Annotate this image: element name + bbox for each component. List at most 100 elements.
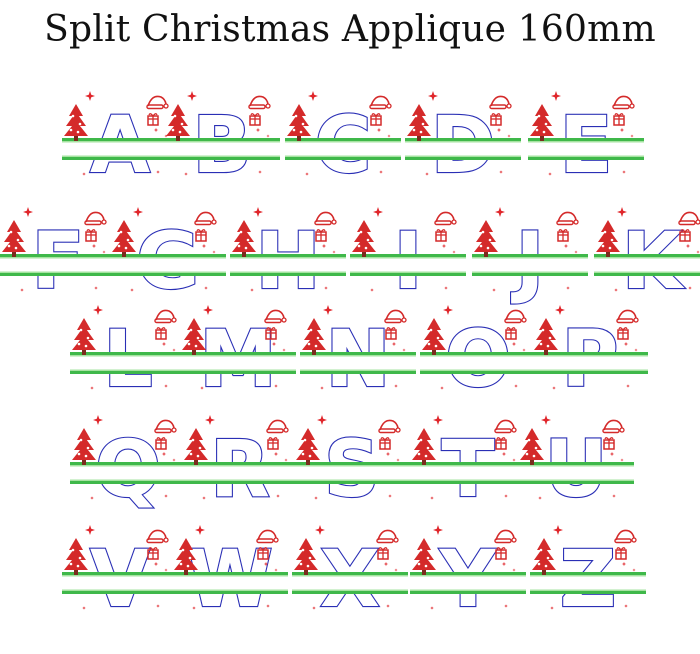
santa-hat-icon xyxy=(504,309,527,324)
star-sparkle-icon xyxy=(298,456,302,460)
split-bar-top xyxy=(350,254,466,257)
star-sparkle-icon xyxy=(172,348,176,352)
split-bar-bottom xyxy=(405,157,521,160)
star-sparkle-icon xyxy=(74,456,78,460)
star-sparkle-icon xyxy=(553,525,563,535)
star-sparkle-icon xyxy=(624,604,628,608)
santa-hat-icon xyxy=(84,211,107,226)
gift-icon xyxy=(495,547,507,560)
letter-tile-w: WW xyxy=(172,520,288,626)
letter-tile-x: XX xyxy=(292,520,408,626)
star-sparkle-icon xyxy=(630,134,634,138)
page-title: Split Christmas Applique 160mm xyxy=(44,9,656,50)
split-bar-bottom xyxy=(164,157,280,160)
split-bar-top xyxy=(472,254,588,257)
star-sparkle-icon xyxy=(192,606,196,610)
star-sparkle-icon xyxy=(685,243,691,249)
gift-icon xyxy=(370,113,382,126)
split-bar-bottom xyxy=(350,273,466,276)
christmas-tree-icon xyxy=(412,428,436,465)
split-bar-bottom xyxy=(472,273,588,276)
split-bar-top xyxy=(300,352,416,355)
star-sparkle-icon xyxy=(315,525,325,535)
star-sparkle-icon xyxy=(370,288,374,292)
split-bar-bottom xyxy=(292,591,408,594)
star-sparkle-icon xyxy=(617,207,627,217)
santa-hat-icon xyxy=(376,529,399,544)
split-bar-bottom xyxy=(70,371,186,374)
letter-tile-a: AA xyxy=(62,86,178,192)
star-sparkle-icon xyxy=(284,458,288,462)
christmas-tree-icon xyxy=(352,220,376,257)
star-sparkle-icon xyxy=(379,170,383,174)
santa-hat-icon xyxy=(264,309,287,324)
star-sparkle-icon xyxy=(161,451,167,457)
star-sparkle-icon xyxy=(632,568,636,572)
split-bar-top xyxy=(62,572,178,575)
split-bar-bottom xyxy=(62,591,178,594)
split-bar-top xyxy=(0,254,116,257)
split-bar-bottom xyxy=(420,371,536,374)
split-bar-bottom xyxy=(294,481,410,484)
star-sparkle-icon xyxy=(204,286,208,290)
star-sparkle-icon xyxy=(402,348,406,352)
split-bar-top xyxy=(172,572,288,575)
star-sparkle-icon xyxy=(430,606,434,610)
star-sparkle-icon xyxy=(376,127,382,133)
gift-icon xyxy=(257,547,269,560)
letter-tile-q: QQ xyxy=(70,410,186,516)
christmas-tree-icon xyxy=(166,104,190,141)
star-sparkle-icon xyxy=(102,250,106,254)
split-band xyxy=(518,462,634,484)
gift-icon xyxy=(617,327,629,340)
star-sparkle-icon xyxy=(394,384,398,388)
letter-tile-l: LL xyxy=(70,300,186,406)
split-bar-top xyxy=(410,572,526,575)
star-sparkle-icon xyxy=(441,243,447,249)
gift-icon xyxy=(505,327,517,340)
star-sparkle-icon xyxy=(548,172,552,176)
letter-tile-h: HH xyxy=(230,202,346,308)
star-sparkle-icon xyxy=(305,172,309,176)
split-bar-bottom xyxy=(410,481,526,484)
gift-icon xyxy=(377,547,389,560)
letter-tile-k: KK xyxy=(594,202,700,308)
split-band xyxy=(405,138,521,160)
gift-icon xyxy=(195,229,207,242)
santa-hat-icon xyxy=(146,95,169,110)
star-sparkle-icon xyxy=(20,288,24,292)
star-sparkle-icon xyxy=(161,341,167,347)
gift-icon xyxy=(315,229,327,242)
star-sparkle-icon xyxy=(205,415,215,425)
star-sparkle-icon xyxy=(82,172,86,176)
star-sparkle-icon xyxy=(314,496,318,500)
star-sparkle-icon xyxy=(622,170,626,174)
christmas-tree-icon xyxy=(294,538,318,575)
star-sparkle-icon xyxy=(614,288,618,292)
star-sparkle-icon xyxy=(430,496,434,500)
letter-tile-y: YY xyxy=(410,520,526,626)
christmas-tree-icon xyxy=(412,538,436,575)
christmas-tree-icon xyxy=(112,220,136,257)
split-bar-bottom xyxy=(230,273,346,276)
letter-tile-s: SS xyxy=(294,410,410,516)
star-sparkle-icon xyxy=(156,170,160,174)
star-sparkle-icon xyxy=(514,384,518,388)
gift-icon xyxy=(155,437,167,450)
star-sparkle-icon xyxy=(499,170,503,174)
split-band xyxy=(230,254,346,276)
christmas-tree-icon xyxy=(64,538,88,575)
star-sparkle-icon xyxy=(425,172,429,176)
split-bar-top xyxy=(518,462,634,465)
christmas-tree-icon xyxy=(407,104,431,141)
split-band xyxy=(350,254,466,276)
gift-icon xyxy=(603,437,615,450)
star-sparkle-icon xyxy=(428,91,438,101)
christmas-tree-icon xyxy=(64,104,88,141)
santa-hat-icon xyxy=(154,309,177,324)
letter-tile-o: OO xyxy=(420,300,536,406)
split-bar-bottom xyxy=(172,591,288,594)
star-sparkle-icon xyxy=(440,386,444,390)
star-sparkle-icon xyxy=(552,386,556,390)
star-sparkle-icon xyxy=(373,207,383,217)
